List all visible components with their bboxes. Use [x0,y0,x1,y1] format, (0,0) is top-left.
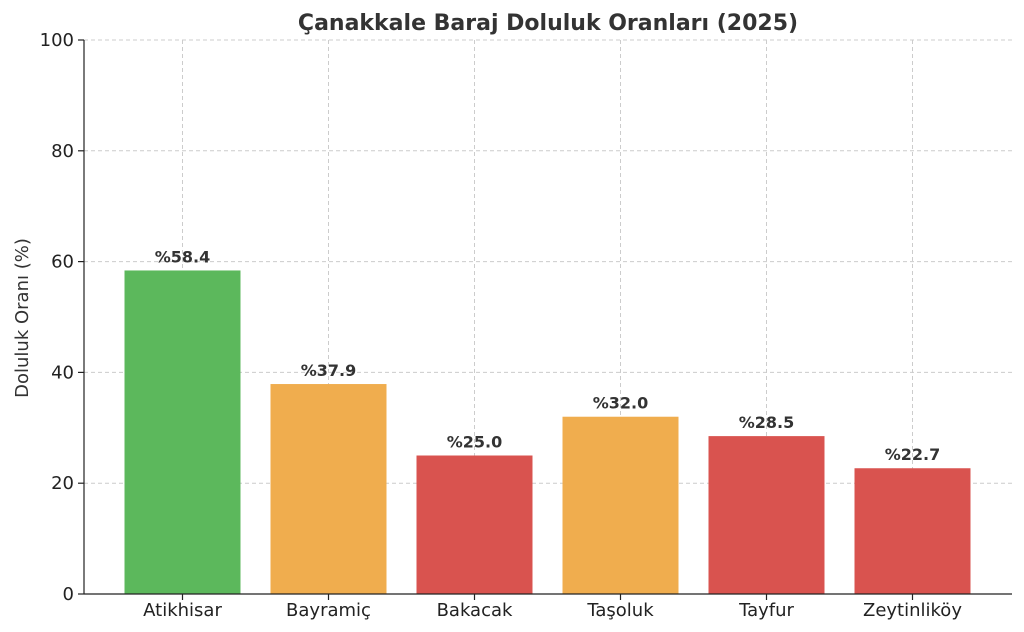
bar-bayramiç [270,384,387,594]
bar-value-label: %22.7 [885,445,941,464]
x-tick-label: Taşoluk [586,600,654,621]
bar-value-label: %32.0 [593,394,649,413]
bar-value-label: %37.9 [301,361,357,380]
bar-value-label: %58.4 [155,247,211,266]
y-tick-label: 20 [51,473,74,494]
bar-value-label: %25.0 [447,433,503,452]
bar-tayfur [708,436,825,594]
tick-labels: 0 20 40 60 80 100 Atikhisar Bayramiç Bakacak Taşo… [40,30,963,621]
chart-title: Çanakkale Baraj Doluluk Oranları (2025) [298,11,798,36]
x-tick-label: Atikhisar [143,600,222,621]
x-tick-label: Bayramiç [286,600,371,621]
axes [78,39,1012,600]
x-tick-label: Tayfur [738,600,794,621]
bar-atikhisar [124,270,241,594]
y-tick-label: 80 [51,141,74,162]
x-tick-label: Zeytinliköy [863,600,962,621]
bar-value-label: %28.5 [739,413,795,432]
y-tick-label: 40 [51,362,74,383]
bar-taşoluk [562,416,679,594]
y-axis-label: Doluluk Oranı (%) [12,238,33,398]
bar-zeytinliköy [854,468,971,594]
x-tick-label: Bakacak [437,600,513,621]
bar-bakacak [416,455,533,594]
bars [124,270,971,594]
data-labels: %58.4 %37.9 %25.0 %32.0 %28.5 %22.7 [155,247,941,464]
y-tick-label: 100 [40,30,74,51]
y-tick-label: 60 [51,252,74,273]
y-tick-label: 0 [63,584,74,605]
